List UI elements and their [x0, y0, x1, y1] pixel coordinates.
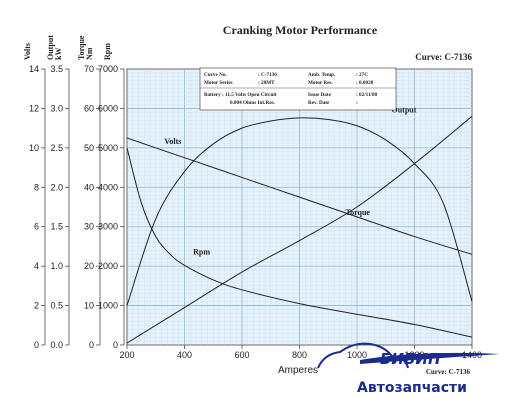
curve-torque — [126, 115, 473, 344]
info-box-cell: Rev. Date — [308, 100, 330, 106]
y-tick-label-volts: 0 — [34, 340, 39, 350]
info-box-cell: : 02/11/80 — [356, 92, 378, 98]
x-tick-label: 600 — [234, 350, 249, 360]
y-tick-label-volts: 10 — [29, 143, 39, 153]
y-tick-label-rpm: 3000 — [98, 222, 118, 232]
info-box-cell: : 0.0028 — [356, 80, 374, 86]
y-tick-label-rpm: 2000 — [98, 261, 118, 271]
info-box-cell: : 28MT — [258, 80, 275, 86]
curve-label-torque: Torque — [346, 208, 371, 217]
info-box-cell: Motor Series — [204, 80, 233, 86]
curve-id-label-bottom: Curve: C-7136 — [426, 368, 471, 376]
y-axis-title-output: Output — [46, 35, 55, 60]
info-box-cell: Motor Res. — [308, 80, 333, 86]
swoosh-icon — [360, 352, 500, 364]
y-tick-label-rpm: 1000 — [98, 301, 118, 311]
y-tick-label-output: 2.0 — [50, 182, 63, 192]
y-tick-label-torque: 60 — [84, 103, 94, 113]
y-tick-label-volts: 8 — [34, 182, 39, 192]
y-tick-label-volts: 2 — [34, 301, 39, 311]
y-tick-label-output: 1.5 — [50, 222, 63, 232]
grid — [127, 69, 472, 345]
info-box-cell: 0.004 Ohms Int.Res. — [230, 100, 276, 106]
y-tick-label-torque: 40 — [84, 182, 94, 192]
y-tick-label-rpm: 5000 — [98, 143, 118, 153]
curve-output — [126, 117, 473, 306]
logo-subtitle: Автозапчасти — [357, 380, 467, 396]
x-tick-label: 400 — [177, 350, 192, 360]
curve-volts — [126, 137, 473, 255]
y-tick-label-volts: 12 — [29, 103, 39, 113]
curve-label-output: Output — [392, 105, 417, 114]
info-box-cell: : — [356, 100, 358, 106]
y-axis-unit-torque: Nm — [85, 47, 94, 60]
y-tick-label-output: 2.5 — [50, 143, 63, 153]
y-axis-title-torque: Torque — [77, 35, 86, 60]
x-axis-label: Amperes — [278, 365, 318, 376]
y-tick-label-output: 0.5 — [50, 301, 63, 311]
y-tick-label-output: 0.0 — [50, 340, 63, 350]
x-tick-label: 800 — [292, 350, 307, 360]
info-box-cell: : C-7136 — [258, 72, 277, 78]
y-tick-label-output: 3.0 — [50, 103, 63, 113]
curve-label-volts: Volts — [164, 137, 181, 146]
y-tick-label-torque: 30 — [84, 222, 94, 232]
info-box: Curve No. : C-7136 Amb. Temp. : 27C Motor Se… — [199, 67, 397, 111]
y-axis-unit-output: kW — [54, 48, 63, 60]
curve-labels: Volts Output Torque Rpm — [164, 105, 416, 256]
y-tick-label-volts: 14 — [29, 64, 39, 74]
info-box-frame — [199, 67, 397, 111]
y-tick-label-rpm: 0 — [113, 340, 118, 350]
curve-rpm — [126, 147, 473, 338]
info-box-cell: Amb. Temp. — [308, 72, 336, 78]
info-box-cell: Issue Date — [308, 92, 332, 98]
x-tick-label: 200 — [119, 350, 134, 360]
y-tick-label-volts: 6 — [34, 222, 39, 232]
chart-title: Cranking Motor Performance — [223, 23, 378, 37]
y-tick-label-output: 1.0 — [50, 261, 63, 271]
y-tick-label-torque: 50 — [84, 143, 94, 153]
y-tick-label-rpm: 4000 — [98, 182, 118, 192]
y-axis-title-volts: Volts — [23, 43, 32, 60]
curve-label-rpm: Rpm — [193, 247, 210, 256]
y-tick-label-output: 3.5 — [50, 64, 63, 74]
y-tick-label-rpm: 7000 — [98, 64, 118, 74]
watermark-logo: БИБИП Автозапчасти — [317, 342, 500, 396]
y-axis-title-rpm: Rpm — [103, 43, 112, 60]
curve-id-label: Curve: C-7136 — [415, 52, 472, 62]
x-tick-label: 1000 — [347, 350, 367, 360]
y-tick-label-volts: 4 — [34, 261, 39, 271]
curves — [126, 115, 473, 344]
info-box-cell: : 27C — [356, 72, 368, 78]
y-axes: 0 2 4 6 8 10 12 14 Volts 0.0 0.5 1.0 1.5 2.0 2.5 3.0 3.5… — [23, 35, 125, 350]
y-tick-label-torque: 10 — [84, 301, 94, 311]
info-box-cell: Curve No. — [204, 72, 227, 78]
y-tick-label-torque: 20 — [84, 261, 94, 271]
info-box-cell: Battery : 11.5 Volts Open Circuit — [204, 92, 277, 98]
y-tick-label-torque: 0 — [89, 340, 94, 350]
y-tick-label-rpm: 6000 — [98, 103, 118, 113]
logo-brand: БИБИП — [380, 350, 441, 368]
y-tick-label-torque: 70 — [84, 64, 94, 74]
